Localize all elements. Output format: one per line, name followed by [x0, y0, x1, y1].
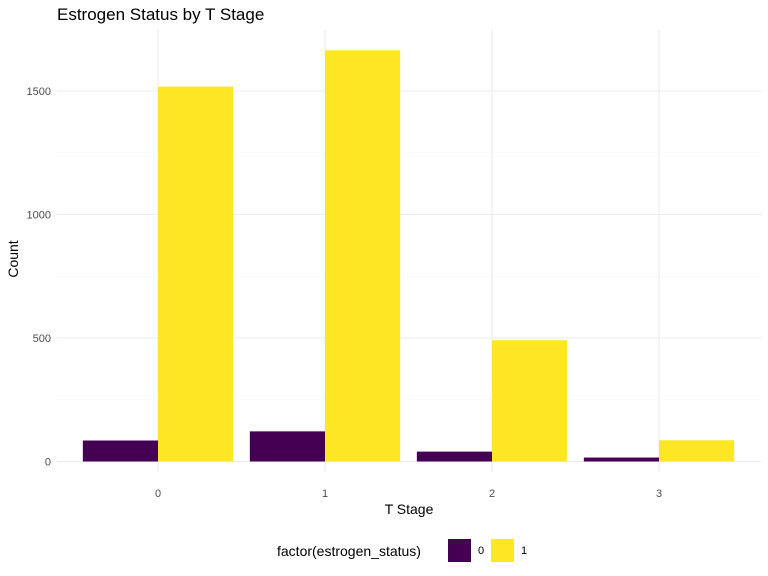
- legend-title: factor(estrogen_status): [277, 543, 421, 559]
- x-tick-label: 0: [155, 488, 161, 500]
- bar-series-1-tstage-1: [325, 50, 401, 462]
- bar-series-0-tstage-0: [82, 440, 158, 462]
- legend-key-0: [448, 539, 471, 562]
- bar-series-0-tstage-2: [416, 451, 492, 462]
- chart-title: Estrogen Status by T Stage: [57, 5, 264, 24]
- x-axis-ticks: 0 1 2 3: [155, 488, 662, 500]
- y-axis-title: Count: [5, 240, 21, 277]
- bar-series-0-tstage-1: [249, 431, 325, 462]
- bar-series-1-tstage-0: [158, 86, 234, 462]
- legend-key-1: [491, 539, 514, 562]
- y-tick-label: 1500: [27, 86, 51, 98]
- y-tick-label: 0: [45, 457, 51, 469]
- legend-label-0: 0: [478, 545, 484, 557]
- x-tick-label: 3: [656, 488, 662, 500]
- y-axis-ticks: 0 500 1000 1500: [27, 86, 51, 469]
- x-tick-label: 1: [322, 488, 328, 500]
- y-tick-label: 500: [33, 333, 51, 345]
- bar-series-0-tstage-3: [583, 457, 659, 462]
- bar-series-1-tstage-3: [659, 440, 735, 462]
- legend-label-1: 1: [521, 545, 527, 557]
- bars: [82, 50, 735, 462]
- x-tick-label: 2: [489, 488, 495, 500]
- bar-series-1-tstage-2: [492, 340, 568, 462]
- x-axis-title: T Stage: [385, 501, 434, 517]
- legend: factor(estrogen_status) 0 1: [277, 539, 527, 562]
- y-tick-label: 1000: [27, 210, 51, 222]
